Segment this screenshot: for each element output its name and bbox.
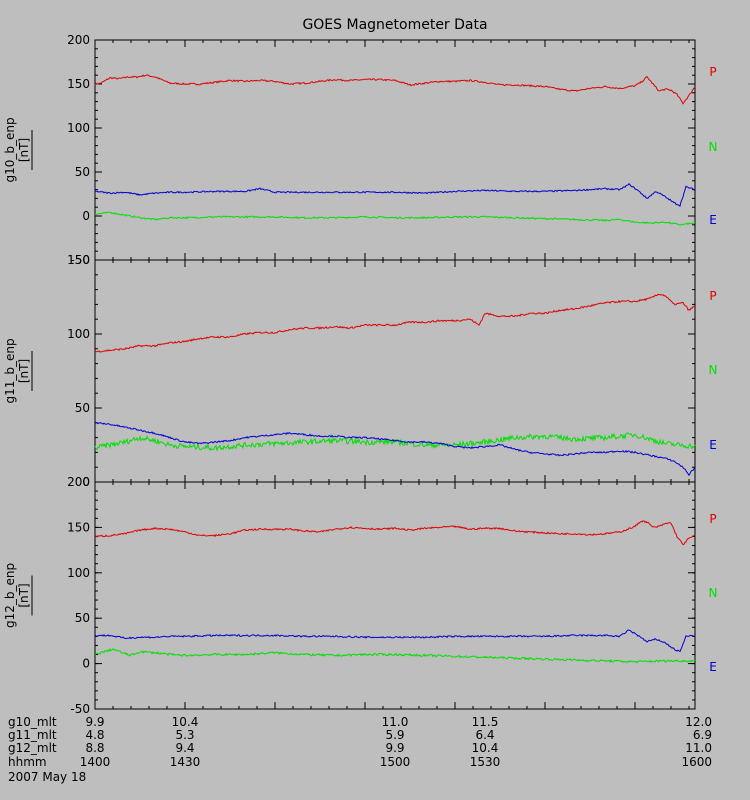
series-n [94,647,696,664]
panel-frame [94,481,696,710]
y-tick-label: 50 [75,611,90,625]
x-tick-label: 5.3 [175,728,194,742]
series-e [94,629,696,653]
y-tick-label: 150 [67,77,90,91]
x-tick-label: 6.9 [693,728,712,742]
x-tick-label: 12.0 [685,715,712,729]
series-p [94,74,696,105]
x-tick-label: 10.4 [472,741,499,755]
x-tick-label: 11.5 [472,715,499,729]
y-axis-label: g12_b_enp [3,563,17,628]
legend-e: E [709,213,717,227]
panel-frame [94,39,696,261]
legend-n: N [709,140,718,154]
x-tick-label: 9.4 [175,741,194,755]
legend-p: P [709,512,716,526]
legend-n: N [709,586,718,600]
x-tick-label: 9.9 [385,741,404,755]
panel-1: -50 0 50 100 150 200 g10_b_enp [nT] P N E [3,33,717,267]
y-tick-label: 150 [67,253,90,267]
series-n [94,211,696,226]
x-tick-label: 8.8 [85,741,104,755]
series-e [94,182,696,207]
y-tick-label: -50 [70,702,90,716]
x-tick-label: 9.9 [85,715,104,729]
y-axis-units: [nT] [17,583,31,607]
panel-2: 0 50 100 150 g11_b_enp [nT] P N E [3,253,717,489]
legend-p: P [709,289,716,303]
series-p [94,520,696,546]
x-row-label: g11_mlt [8,728,57,742]
x-tick-label: 6.4 [475,728,494,742]
y-tick-label: 50 [75,401,90,415]
panel-frame [94,259,696,483]
y-tick-label: 100 [67,566,90,580]
y-axis-label: g11_b_enp [3,338,17,403]
x-tick-label: 11.0 [685,741,712,755]
x-tick-label: 1530 [470,755,501,769]
x-row-label: g10_mlt [8,715,57,729]
y-tick-label: 50 [75,165,90,179]
y-axis-label: g10_b_enp [3,117,17,182]
y-tick-label: 150 [67,520,90,534]
x-tick-label: 1500 [380,755,411,769]
y-axis-units: [nT] [17,138,31,162]
series-n [94,432,696,452]
y-tick-label: -50 [70,253,90,267]
x-tick-label: 4.8 [85,728,104,742]
y-tick-label: 0 [82,657,90,671]
date-label: 2007 May 18 [8,770,86,784]
panel-3: -50 0 50 100 150 200 g12_b_enp [nT] P N E [3,475,717,716]
y-tick-label: 0 [82,209,90,223]
y-tick-label: 200 [67,33,90,47]
x-tick-label: 1600 [681,755,712,769]
y-tick-label: 200 [67,475,90,489]
y-tick-label: 0 [82,475,90,489]
legend-p: P [709,65,716,79]
chart-title: GOES Magnetometer Data [302,17,487,33]
y-tick-label: 100 [67,327,90,341]
legend-e: E [709,438,717,452]
x-row-label: hhmm [8,755,47,769]
series-e [94,421,696,477]
x-tick-label: 11.0 [382,715,409,729]
series-p [94,293,696,353]
x-tick-label: 1430 [170,755,201,769]
y-axis-units: [nT] [17,359,31,383]
y-tick-label: 100 [67,121,90,135]
legend-e: E [709,660,717,674]
legend-n: N [709,363,718,377]
x-tick-label: 1400 [80,755,111,769]
x-tick-label: 5.9 [385,728,404,742]
x-tick-label: 10.4 [172,715,199,729]
x-row-label: g12_mlt [8,741,57,755]
